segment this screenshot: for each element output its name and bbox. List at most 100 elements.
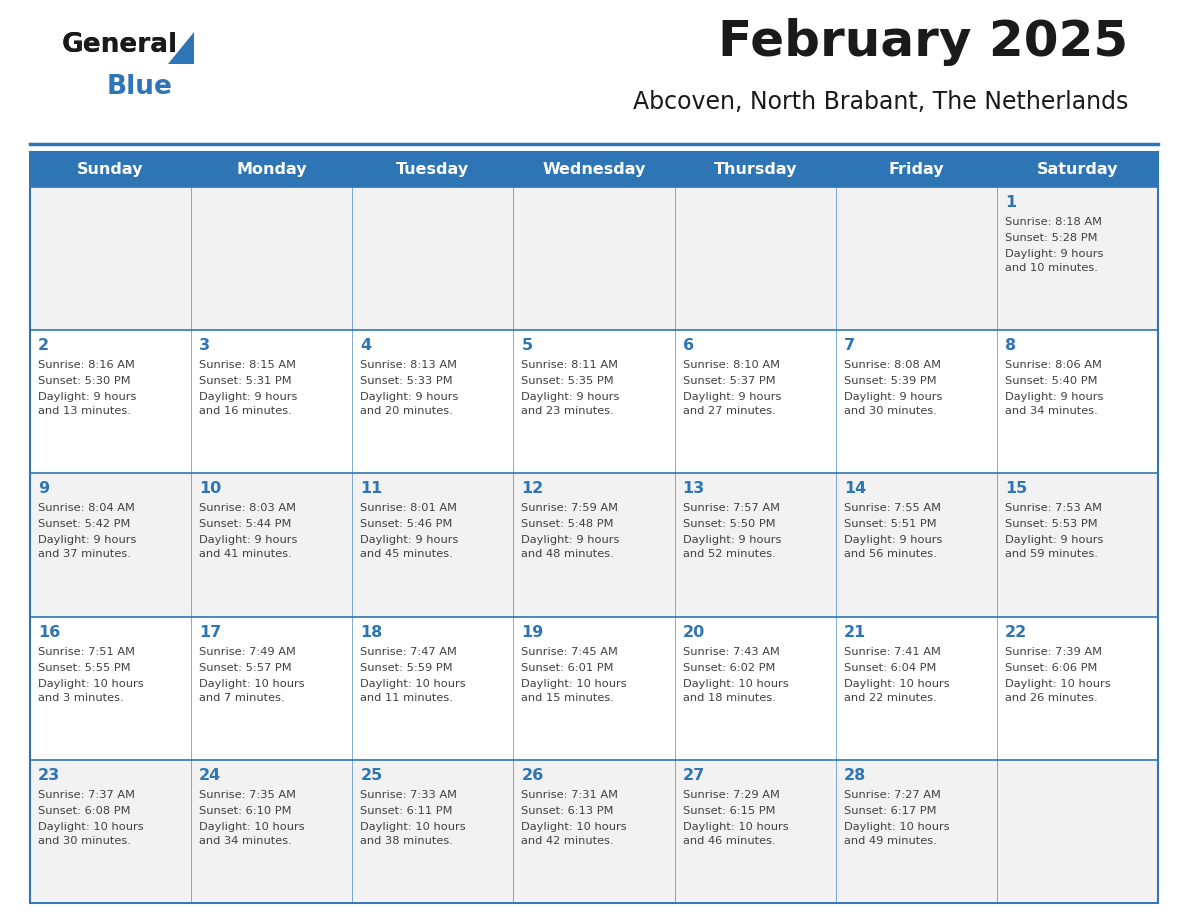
Text: Sunrise: 8:04 AM: Sunrise: 8:04 AM [38, 503, 135, 513]
Text: Sunrise: 7:35 AM: Sunrise: 7:35 AM [200, 789, 296, 800]
Text: and 30 minutes.: and 30 minutes. [843, 406, 936, 416]
Text: Daylight: 9 hours: Daylight: 9 hours [360, 535, 459, 545]
Text: Sunset: 6:06 PM: Sunset: 6:06 PM [1005, 663, 1098, 673]
Text: 4: 4 [360, 338, 372, 353]
Text: General: General [62, 32, 178, 58]
Text: and 38 minutes.: and 38 minutes. [360, 835, 453, 845]
Text: Daylight: 10 hours: Daylight: 10 hours [38, 678, 144, 688]
Text: Daylight: 10 hours: Daylight: 10 hours [522, 678, 627, 688]
Text: and 30 minutes.: and 30 minutes. [38, 835, 131, 845]
Text: and 52 minutes.: and 52 minutes. [683, 549, 776, 559]
Text: Daylight: 9 hours: Daylight: 9 hours [360, 392, 459, 402]
Text: and 16 minutes.: and 16 minutes. [200, 406, 292, 416]
Text: Sunset: 6:04 PM: Sunset: 6:04 PM [843, 663, 936, 673]
Text: Daylight: 10 hours: Daylight: 10 hours [360, 678, 466, 688]
Text: Sunrise: 8:06 AM: Sunrise: 8:06 AM [1005, 360, 1101, 370]
Text: Sunrise: 7:59 AM: Sunrise: 7:59 AM [522, 503, 619, 513]
Text: Daylight: 9 hours: Daylight: 9 hours [843, 535, 942, 545]
Text: Daylight: 9 hours: Daylight: 9 hours [38, 392, 137, 402]
Text: Sunrise: 7:29 AM: Sunrise: 7:29 AM [683, 789, 779, 800]
Text: Sunset: 5:37 PM: Sunset: 5:37 PM [683, 376, 776, 386]
Text: and 10 minutes.: and 10 minutes. [1005, 263, 1098, 273]
Text: Sunrise: 7:53 AM: Sunrise: 7:53 AM [1005, 503, 1101, 513]
Text: Sunset: 5:46 PM: Sunset: 5:46 PM [360, 520, 453, 530]
Text: Sunrise: 8:13 AM: Sunrise: 8:13 AM [360, 360, 457, 370]
Text: Sunrise: 7:47 AM: Sunrise: 7:47 AM [360, 646, 457, 656]
Text: Sunday: Sunday [77, 162, 144, 177]
Text: Daylight: 10 hours: Daylight: 10 hours [843, 822, 949, 832]
Text: Sunrise: 8:11 AM: Sunrise: 8:11 AM [522, 360, 619, 370]
Text: and 41 minutes.: and 41 minutes. [200, 549, 292, 559]
Text: 18: 18 [360, 624, 383, 640]
Text: and 20 minutes.: and 20 minutes. [360, 406, 453, 416]
Text: Sunset: 5:50 PM: Sunset: 5:50 PM [683, 520, 776, 530]
Text: Daylight: 9 hours: Daylight: 9 hours [200, 535, 297, 545]
Bar [30, 760, 1158, 903]
Text: Monday: Monday [236, 162, 307, 177]
Text: 28: 28 [843, 767, 866, 783]
Bar [30, 152, 1158, 187]
Text: and 56 minutes.: and 56 minutes. [843, 549, 936, 559]
Text: and 42 minutes.: and 42 minutes. [522, 835, 614, 845]
Text: Sunset: 5:31 PM: Sunset: 5:31 PM [200, 376, 292, 386]
Text: and 34 minutes.: and 34 minutes. [200, 835, 292, 845]
Text: and 27 minutes.: and 27 minutes. [683, 406, 776, 416]
Text: Sunset: 5:59 PM: Sunset: 5:59 PM [360, 663, 453, 673]
Text: Daylight: 10 hours: Daylight: 10 hours [38, 822, 144, 832]
Text: Sunset: 5:35 PM: Sunset: 5:35 PM [522, 376, 614, 386]
Text: Thursday: Thursday [713, 162, 797, 177]
Text: Daylight: 10 hours: Daylight: 10 hours [1005, 678, 1111, 688]
Text: 12: 12 [522, 481, 544, 497]
Text: General: General [62, 32, 178, 58]
Text: Sunrise: 8:18 AM: Sunrise: 8:18 AM [1005, 217, 1101, 227]
Text: Sunrise: 7:43 AM: Sunrise: 7:43 AM [683, 646, 779, 656]
Text: 5: 5 [522, 338, 532, 353]
Text: Sunset: 5:44 PM: Sunset: 5:44 PM [200, 520, 291, 530]
Text: 1: 1 [1005, 195, 1016, 210]
Text: Sunrise: 7:37 AM: Sunrise: 7:37 AM [38, 789, 135, 800]
Text: and 11 minutes.: and 11 minutes. [360, 692, 453, 702]
Text: Daylight: 10 hours: Daylight: 10 hours [843, 678, 949, 688]
Text: Daylight: 10 hours: Daylight: 10 hours [200, 822, 305, 832]
Text: Sunrise: 7:57 AM: Sunrise: 7:57 AM [683, 503, 779, 513]
Text: 11: 11 [360, 481, 383, 497]
Text: Abcoven, North Brabant, The Netherlands: Abcoven, North Brabant, The Netherlands [633, 90, 1127, 114]
Text: Sunrise: 7:49 AM: Sunrise: 7:49 AM [200, 646, 296, 656]
Text: Sunrise: 8:15 AM: Sunrise: 8:15 AM [200, 360, 296, 370]
Text: Sunset: 6:10 PM: Sunset: 6:10 PM [200, 806, 291, 816]
Text: 2: 2 [38, 338, 49, 353]
Text: 10: 10 [200, 481, 221, 497]
Text: Daylight: 9 hours: Daylight: 9 hours [1005, 392, 1104, 402]
Text: Sunrise: 8:01 AM: Sunrise: 8:01 AM [360, 503, 457, 513]
Text: 19: 19 [522, 624, 544, 640]
Text: 8: 8 [1005, 338, 1016, 353]
Text: Sunset: 6:17 PM: Sunset: 6:17 PM [843, 806, 936, 816]
Text: 27: 27 [683, 767, 704, 783]
Text: Saturday: Saturday [1037, 162, 1118, 177]
Text: Sunrise: 7:33 AM: Sunrise: 7:33 AM [360, 789, 457, 800]
Text: Daylight: 9 hours: Daylight: 9 hours [1005, 535, 1104, 545]
Text: Sunrise: 8:08 AM: Sunrise: 8:08 AM [843, 360, 941, 370]
Text: and 46 minutes.: and 46 minutes. [683, 835, 776, 845]
Text: Daylight: 9 hours: Daylight: 9 hours [38, 535, 137, 545]
Text: 13: 13 [683, 481, 704, 497]
Text: Daylight: 9 hours: Daylight: 9 hours [683, 535, 781, 545]
Text: and 34 minutes.: and 34 minutes. [1005, 406, 1098, 416]
Text: Sunset: 5:51 PM: Sunset: 5:51 PM [843, 520, 936, 530]
Text: and 23 minutes.: and 23 minutes. [522, 406, 614, 416]
Text: 20: 20 [683, 624, 704, 640]
Text: Daylight: 10 hours: Daylight: 10 hours [683, 678, 788, 688]
Text: 7: 7 [843, 338, 855, 353]
Text: Sunset: 6:08 PM: Sunset: 6:08 PM [38, 806, 131, 816]
Text: Sunset: 6:01 PM: Sunset: 6:01 PM [522, 663, 614, 673]
Text: and 26 minutes.: and 26 minutes. [1005, 692, 1098, 702]
Text: Daylight: 10 hours: Daylight: 10 hours [360, 822, 466, 832]
Text: Sunrise: 8:03 AM: Sunrise: 8:03 AM [200, 503, 296, 513]
Text: 9: 9 [38, 481, 49, 497]
Polygon shape [168, 32, 194, 64]
Text: Sunset: 5:39 PM: Sunset: 5:39 PM [843, 376, 936, 386]
Text: Daylight: 10 hours: Daylight: 10 hours [683, 822, 788, 832]
Text: Sunset: 6:15 PM: Sunset: 6:15 PM [683, 806, 775, 816]
Text: and 22 minutes.: and 22 minutes. [843, 692, 936, 702]
Text: Friday: Friday [889, 162, 944, 177]
